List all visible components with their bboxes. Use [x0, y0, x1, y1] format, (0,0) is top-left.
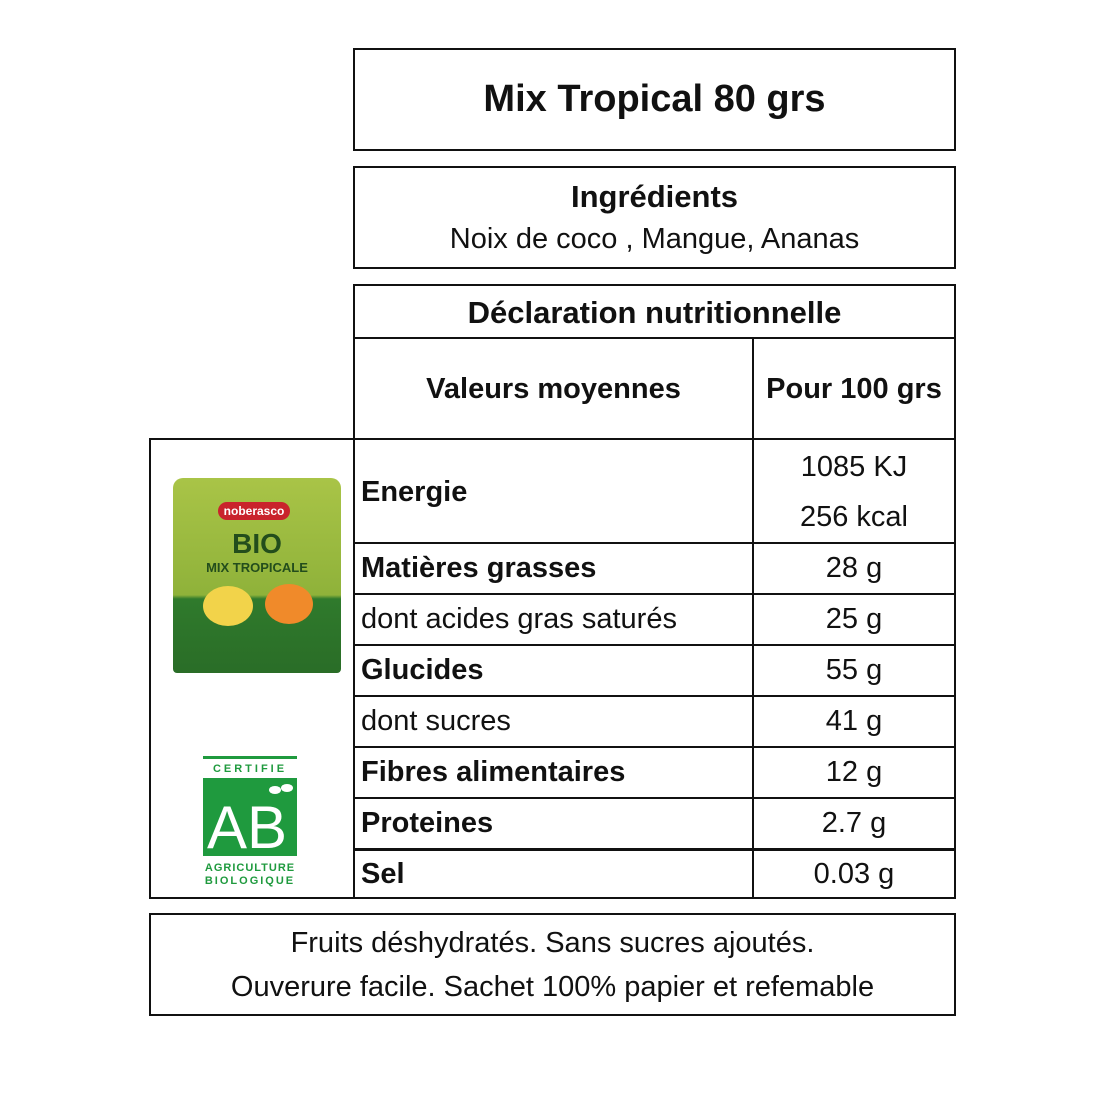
- product-title: Mix Tropical 80 grs: [483, 78, 826, 120]
- nutrient-value: 0.03 g: [813, 858, 895, 890]
- pineapple-illustration: [203, 586, 253, 626]
- ingredients-text: Noix de coco , Mangue, Ananas: [449, 223, 860, 255]
- nutrient-label: Proteines: [361, 807, 494, 839]
- ingredients-box: Ingrédients Noix de coco , Mangue, Anana…: [353, 166, 956, 269]
- nutrient-label: dont sucres: [361, 705, 511, 737]
- column-header-label: Valeurs moyennes: [426, 373, 681, 405]
- footer-line-1: Fruits déshydratés. Sans sucres ajoutés.: [290, 926, 815, 959]
- svg-text:AB: AB: [207, 794, 287, 861]
- nutrient-value: 12 g: [825, 756, 883, 788]
- svg-text:AGRICULTURE: AGRICULTURE: [205, 862, 295, 874]
- footer-box: Fruits déshydratés. Sans sucres ajoutés.…: [149, 913, 956, 1016]
- energy-kj: 1085 KJ: [800, 451, 908, 483]
- footer-line-2: Ouverure facile. Sachet 100% papier et r…: [230, 970, 875, 1003]
- product-bio-label: BIO: [232, 528, 282, 559]
- nutrient-value: 41 g: [825, 705, 883, 737]
- nutrient-label: dont acides gras saturés: [361, 603, 677, 635]
- product-brand: noberasco: [218, 502, 290, 520]
- nutrient-label: Glucides: [361, 654, 484, 686]
- ab-organic-logo: CERTIFIE AB AGRICULTURE BIOLOGIQUE: [203, 756, 297, 887]
- product-image: noberasco BIO MIX TROPICALE: [173, 478, 341, 673]
- nutrient-label: Sel: [361, 858, 405, 890]
- energy-label: Energie: [361, 475, 468, 508]
- image-panel: noberasco BIO MIX TROPICALE CERTIFIE AB …: [149, 438, 355, 899]
- product-title-box: Mix Tropical 80 grs: [353, 48, 956, 151]
- ingredients-heading: Ingrédients: [570, 179, 739, 214]
- nutrient-value: 2.7 g: [821, 807, 887, 839]
- nutrient-value: 25 g: [825, 603, 883, 635]
- nutrient-label: Fibres alimentaires: [361, 756, 626, 788]
- nutrient-label: Matières grasses: [361, 552, 597, 584]
- nutrition-table: Déclaration nutritionnelle Valeurs moyen…: [353, 284, 956, 899]
- nutrient-value: 55 g: [825, 654, 883, 686]
- energy-kcal: 256 kcal: [799, 501, 908, 533]
- energy-value: 1085 KJ 256 kcal: [754, 440, 954, 544]
- nutrient-value: 28 g: [825, 552, 883, 584]
- mango-illustration: [265, 584, 313, 624]
- svg-text:CERTIFIE: CERTIFIE: [213, 763, 287, 775]
- svg-text:BIOLOGIQUE: BIOLOGIQUE: [205, 875, 295, 887]
- nutrition-heading: Déclaration nutritionnelle: [467, 294, 842, 330]
- product-name-label: MIX TROPICALE: [206, 560, 308, 575]
- column-header-value: Pour 100 grs: [766, 373, 942, 405]
